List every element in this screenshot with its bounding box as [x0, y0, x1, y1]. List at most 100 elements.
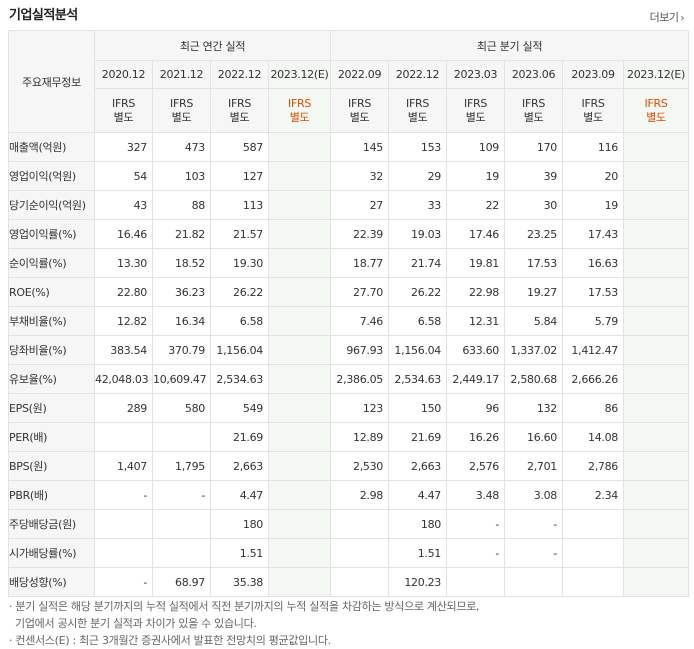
period-header: 2023.06 — [504, 60, 564, 89]
table-cell — [623, 364, 690, 394]
table-cell: 2,449.17 — [446, 364, 506, 394]
row-label: BPS(원) — [8, 451, 95, 481]
table-cell — [94, 422, 153, 452]
table-cell: - — [504, 509, 564, 539]
table-cell — [267, 219, 332, 249]
table-cell: 22.80 — [94, 277, 153, 307]
table-cell: 2,666.26 — [562, 364, 625, 394]
table-cell — [623, 306, 690, 336]
table-cell: 22 — [446, 190, 506, 220]
table-row: 배당성향(%) -68.97 35.38 120.23 — [8, 567, 690, 597]
table-cell: 20 — [562, 161, 625, 191]
table-cell — [623, 190, 690, 220]
table-cell: 2,386.05 — [330, 364, 390, 394]
table-cell: 26.22 — [388, 277, 448, 307]
table-cell: 2.98 — [330, 480, 390, 510]
table-cell: 1,412.47 — [562, 335, 625, 365]
table-cell — [267, 364, 332, 394]
row-label: 순이익률(%) — [8, 248, 95, 278]
row-label-header: 주요재무정보 — [8, 30, 95, 133]
table-cell — [623, 422, 690, 452]
table-cell: 19.27 — [504, 277, 564, 307]
quarter-group-header: 최근 분기 실적 — [330, 30, 690, 61]
table-cell: 22.39 — [330, 219, 390, 249]
standard-line2: 별도 — [289, 110, 310, 124]
more-link[interactable]: 더보기 › — [649, 9, 685, 25]
table-cell: 5.79 — [562, 306, 625, 336]
table-cell: 1,156.04 — [210, 335, 269, 365]
more-label: 더보기 — [649, 11, 679, 24]
table-cell: 1.51 — [388, 538, 448, 568]
chevron-right-icon: › — [680, 13, 685, 24]
table-cell: 2,701 — [504, 451, 564, 481]
table-cell — [623, 509, 690, 539]
table-cell — [152, 422, 211, 452]
table-cell: 39 — [504, 161, 564, 191]
table-cell: 18.52 — [152, 248, 211, 278]
table-cell — [623, 161, 690, 191]
table-cell — [330, 509, 390, 539]
table-cell — [267, 480, 332, 510]
table-cell — [94, 509, 153, 539]
table-cell: 27.70 — [330, 277, 390, 307]
row-label: PER(배) — [8, 422, 95, 452]
table-cell: 21.74 — [388, 248, 448, 278]
table-cell: 170 — [504, 132, 564, 162]
accounting-standard: IFRS 별도 — [446, 88, 506, 133]
section-title: 기업실적분석 — [9, 8, 78, 23]
row-label: 영업이익(억원) — [8, 161, 95, 191]
period-header: 2023.12(E) — [267, 60, 332, 89]
table-cell — [623, 248, 690, 278]
table-cell: 19 — [446, 161, 506, 191]
table-cell: 6.58 — [388, 306, 448, 336]
table-row: EPS(원) 289 580 549 123 150 96 132 86 — [8, 393, 690, 423]
table-cell: 2,534.63 — [388, 364, 448, 394]
table-cell — [562, 538, 625, 568]
table-cell: 1.51 — [210, 538, 269, 568]
table-cell: 120.23 — [388, 567, 448, 597]
table-cell: 21.57 — [210, 219, 269, 249]
standard-line2: 별도 — [113, 110, 134, 124]
table-cell: 19.03 — [388, 219, 448, 249]
table-cell: - — [446, 509, 506, 539]
table-cell: 12.82 — [94, 306, 153, 336]
row-label: 유보율(%) — [8, 364, 95, 394]
standard-line1: IFRS — [581, 96, 605, 110]
table-cell: 5.84 — [504, 306, 564, 336]
table-cell: 17.53 — [504, 248, 564, 278]
table-cell: 383.54 — [94, 335, 153, 365]
standard-line1: IFRS — [112, 96, 135, 110]
standard-line2: 별도 — [523, 110, 544, 124]
table-cell: 7.46 — [330, 306, 390, 336]
annual-group-header: 최근 연간 실적 — [93, 30, 332, 61]
table-row: BPS(원) 1,407 1,795 2,663 2,530 2,663 2,576 2,70… — [8, 451, 690, 481]
table-cell — [267, 538, 332, 568]
table-cell: 16.34 — [152, 306, 211, 336]
table-cell: 17.46 — [446, 219, 506, 249]
accounting-standard: IFRS 별도 — [330, 88, 390, 133]
table-cell: - — [446, 538, 506, 568]
table-cell: 12.31 — [446, 306, 506, 336]
row-label: EPS(원) — [8, 393, 95, 423]
table-cell: 180 — [210, 509, 269, 539]
row-label: 배당성향(%) — [8, 567, 95, 597]
table-cell — [267, 451, 332, 481]
row-label: 당기순이익(억원) — [8, 190, 95, 220]
footnotes: · 분기 실적은 해당 분기까지의 누적 실적에서 직전 분기까지의 누적 실적… — [9, 598, 480, 649]
table-row: 당좌비율(%) 383.54 370.79 1,156.04 967.93 1,156.0… — [8, 335, 690, 365]
table-row: PER(배) 21.69 12.89 21.69 16.26 16.60 14.08 — [8, 422, 690, 452]
accounting-standard: IFRS 별도 — [562, 88, 625, 133]
table-cell: 32 — [330, 161, 390, 191]
table-cell: 16.60 — [504, 422, 564, 452]
table-row: 순이익률(%) 13.30 18.52 19.30 18.77 21.74 19.81 17.… — [8, 248, 690, 278]
table-cell: 327 — [94, 132, 153, 162]
accounting-standard: IFRS 별도 — [152, 88, 211, 133]
table-cell — [267, 393, 332, 423]
table-cell: 1,795 — [152, 451, 211, 481]
footnote-2: 기업에서 공시한 분기 실적과 차이가 있을 수 있습니다. — [15, 617, 257, 630]
table-cell: 35.38 — [210, 567, 269, 597]
table-cell: 6.58 — [210, 306, 269, 336]
row-label: 부채비율(%) — [8, 306, 95, 336]
accounting-standard: IFRS 별도 — [94, 88, 153, 133]
financial-table: 주요재무정보 최근 연간 실적 최근 분기 실적 2020.12 2021.12 2… — [8, 30, 690, 597]
